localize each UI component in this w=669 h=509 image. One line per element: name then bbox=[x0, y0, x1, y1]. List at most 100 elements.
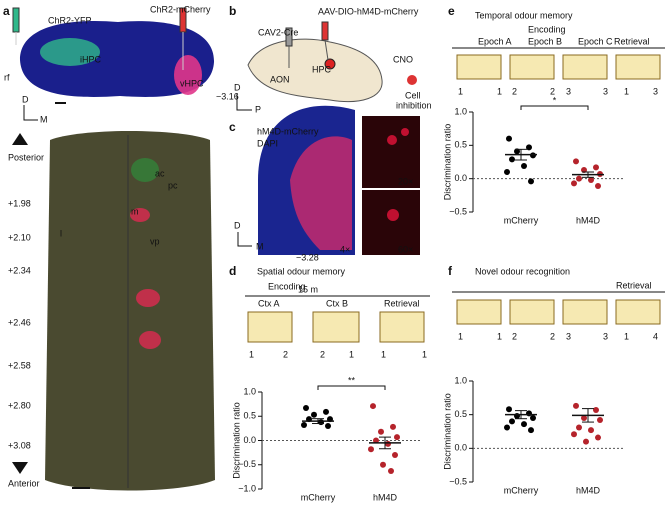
dot bbox=[521, 163, 527, 169]
dot bbox=[595, 434, 601, 441]
dot bbox=[593, 406, 599, 413]
position-label: 2 bbox=[283, 349, 288, 359]
panel-label: f bbox=[448, 264, 453, 278]
arena bbox=[456, 54, 502, 80]
zoom-image bbox=[362, 116, 420, 188]
significance: * bbox=[553, 95, 557, 105]
label: inhibition bbox=[396, 100, 432, 110]
label: 20× bbox=[398, 176, 413, 186]
mcherry-signal bbox=[139, 331, 161, 349]
label: −3.16 bbox=[216, 91, 239, 101]
panel-label: d bbox=[229, 264, 236, 278]
label: Ctx B bbox=[326, 298, 348, 308]
dot bbox=[514, 413, 520, 420]
position-label: 1 bbox=[349, 349, 354, 359]
significance-bracket bbox=[520, 105, 589, 110]
dot bbox=[303, 405, 309, 412]
label: D bbox=[22, 94, 29, 104]
position-label: 2 bbox=[550, 86, 555, 96]
cell bbox=[387, 135, 397, 145]
level-label: +2.80 bbox=[8, 400, 31, 410]
dot bbox=[583, 438, 589, 445]
x-tick-label: mCherry bbox=[301, 492, 336, 502]
label: M bbox=[256, 241, 264, 251]
position-label: 3 bbox=[653, 86, 658, 96]
label: 4× bbox=[340, 244, 350, 254]
label: Encoding bbox=[528, 24, 566, 34]
dot bbox=[373, 437, 379, 444]
mcherry-signal bbox=[290, 136, 352, 250]
dot bbox=[325, 422, 331, 429]
dot bbox=[392, 452, 398, 459]
y-tick-label: 0.0 bbox=[243, 435, 256, 445]
y-tick-label: −1.0 bbox=[238, 483, 256, 493]
dot bbox=[576, 175, 582, 182]
orientation-axes bbox=[237, 232, 252, 247]
significance-bracket bbox=[317, 385, 386, 390]
y-tick-label: 0.5 bbox=[454, 409, 467, 419]
dot bbox=[521, 421, 527, 428]
y-tick-label: 1.0 bbox=[243, 386, 256, 396]
label: 60× bbox=[398, 244, 413, 254]
position-label: 4 bbox=[653, 331, 658, 341]
cell bbox=[407, 75, 417, 85]
dot bbox=[573, 402, 579, 409]
label: vHPC bbox=[180, 78, 204, 88]
dot bbox=[588, 177, 594, 183]
dot bbox=[530, 415, 536, 422]
y-tick-label: 0.5 bbox=[454, 140, 467, 150]
yfp-signal bbox=[40, 38, 100, 66]
label: Epoch A bbox=[478, 36, 512, 46]
region-label: pc bbox=[168, 180, 178, 190]
position-label: 3 bbox=[566, 331, 571, 341]
y-axis-title: Discrimination ratio bbox=[442, 124, 452, 201]
position-label: 2 bbox=[512, 331, 517, 341]
position-label: 2 bbox=[512, 86, 517, 96]
label: Spatial odour memory bbox=[257, 266, 346, 276]
label: −3.28 bbox=[296, 252, 319, 262]
label: AAV-DIO-hM4D-mCherry bbox=[318, 6, 419, 16]
dot bbox=[595, 183, 601, 189]
mcherry-signal bbox=[174, 55, 202, 95]
dot bbox=[509, 418, 515, 425]
position-label: 2 bbox=[320, 349, 325, 359]
dot bbox=[573, 158, 579, 165]
region-label: m bbox=[131, 206, 139, 216]
label: CAV2-Cre bbox=[258, 27, 298, 37]
label: HPC bbox=[312, 64, 332, 74]
orientation-axes bbox=[236, 93, 252, 111]
mcherry-signal bbox=[130, 208, 150, 222]
position-label: 1 bbox=[458, 331, 463, 341]
arena bbox=[615, 299, 661, 325]
region-label: l bbox=[60, 228, 62, 238]
arena bbox=[247, 311, 293, 343]
label: Epoch C bbox=[578, 36, 613, 46]
x-tick-label: hM4D bbox=[576, 485, 601, 495]
dot bbox=[323, 408, 329, 415]
label: Cell bbox=[405, 90, 421, 100]
position-label: 1 bbox=[497, 86, 502, 96]
label: AON bbox=[270, 74, 290, 84]
arena bbox=[456, 299, 502, 325]
label: M bbox=[40, 114, 48, 124]
syringe bbox=[321, 21, 329, 41]
panel-label: a bbox=[3, 4, 10, 18]
mouse-brain bbox=[247, 38, 383, 103]
position-label: 1 bbox=[458, 86, 463, 96]
y-tick-label: 1.0 bbox=[454, 375, 467, 385]
label: D bbox=[234, 82, 241, 92]
label: Anterior bbox=[8, 478, 40, 488]
label: Retrieval bbox=[614, 36, 650, 46]
dot bbox=[571, 180, 577, 187]
arena bbox=[312, 311, 360, 343]
label: ChR2-mCherry bbox=[150, 4, 211, 14]
label: ChR2-YFP bbox=[48, 15, 92, 25]
dot bbox=[506, 406, 512, 413]
arena bbox=[562, 54, 608, 80]
dot bbox=[581, 415, 587, 422]
dot bbox=[506, 135, 512, 142]
y-tick-label: 1.0 bbox=[454, 106, 467, 116]
region-label: vp bbox=[150, 236, 160, 246]
y-axis-title: Discrimination ratio bbox=[442, 393, 452, 470]
